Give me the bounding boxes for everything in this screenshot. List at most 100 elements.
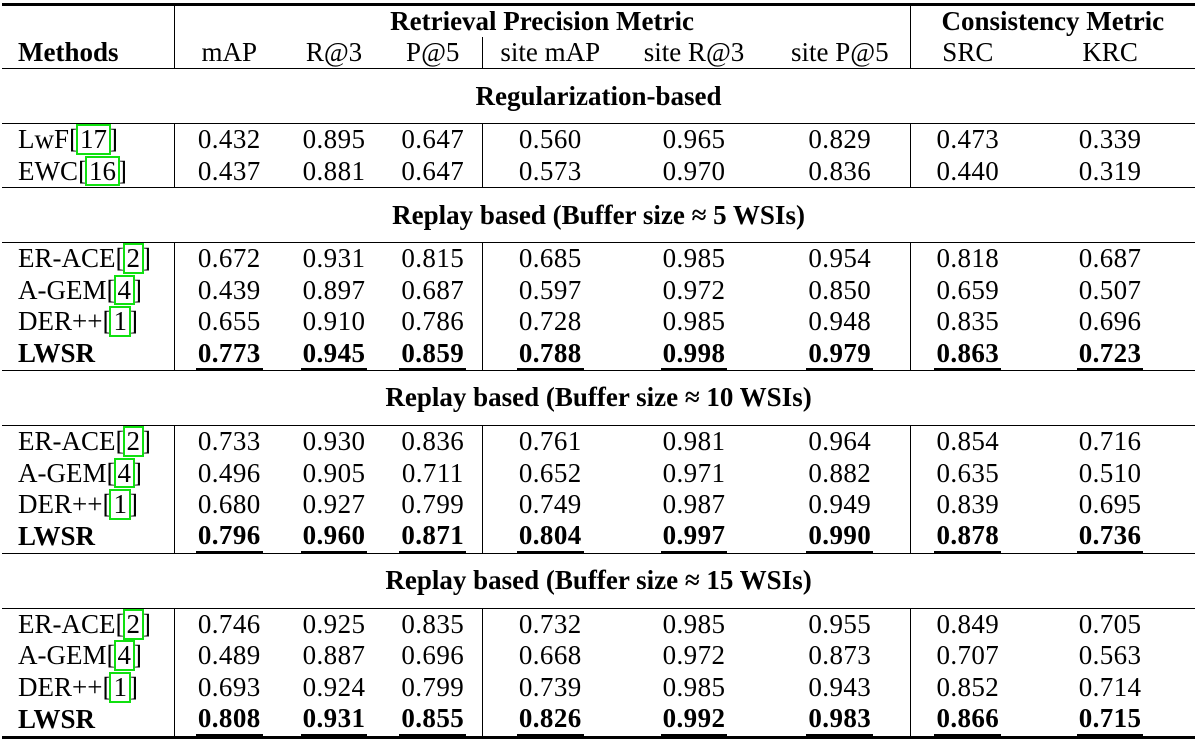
metric-value-cell: 0.489 [173, 640, 284, 672]
method-name: ER-ACE [18, 426, 116, 457]
metric-value: 0.668 [518, 640, 582, 671]
method-name: DER++ [18, 489, 103, 520]
metric-value-cell: 0.560 [481, 123, 618, 156]
metric-value-cell: 0.897 [284, 275, 384, 307]
citation-link[interactable]: 4 [113, 457, 135, 489]
metric-value: 0.854 [936, 426, 1000, 457]
metric-value: 0.749 [518, 489, 582, 520]
metric-value: 0.835 [936, 306, 1000, 337]
citation-link[interactable]: 2 [122, 426, 144, 457]
metric-value: 0.910 [302, 306, 366, 337]
metric-value-cell: 0.863 [909, 337, 1026, 371]
table-row: LwF[17] 0.432 0.895 0.647 0.560 0.965 0.829 0.4… [2, 123, 1195, 156]
group-header-consistency: Consistency Metric [909, 4, 1196, 37]
metric-value: 0.954 [808, 243, 872, 274]
metric-value: 0.972 [662, 640, 726, 671]
metric-value: 0.714 [1078, 671, 1142, 702]
metric-value-cell: 0.714 [1025, 672, 1195, 704]
metric-value: 0.680 [197, 489, 261, 520]
methods-column-header: Methods [18, 37, 119, 67]
metric-value-cell: 0.985 [618, 243, 770, 275]
table-row: A-GEM[4] 0.489 0.887 0.696 0.668 0.972 0.873 0.… [2, 640, 1195, 672]
metric-value: 0.945 [300, 338, 368, 370]
metric-value-cell: 0.849 [909, 608, 1026, 641]
metric-value-cell: 0.786 [384, 306, 482, 338]
metric-value-cell: 0.905 [284, 457, 384, 489]
metric-value-cell: 0.887 [284, 640, 384, 672]
col-header-src: SRC [909, 37, 1026, 69]
metric-value: 0.728 [518, 306, 582, 337]
metric-value-cell: 0.859 [384, 338, 482, 371]
method-name: LWSR [18, 338, 96, 369]
metric-value: 0.878 [934, 521, 1002, 553]
method-name: LWSR [18, 703, 96, 734]
citation-link[interactable]: 4 [113, 274, 135, 306]
metric-value: 0.432 [197, 124, 261, 155]
metric-value-cell: 0.972 [618, 640, 770, 672]
metric-value-cell: 0.948 [770, 306, 910, 338]
metric-value-cell: 0.943 [770, 672, 910, 704]
metric-value: 0.850 [808, 274, 872, 305]
metric-value: 0.796 [195, 521, 263, 553]
method-cell: ER-ACE[2] [18, 608, 151, 640]
metric-value: 0.804 [516, 521, 584, 553]
metric-value-cell: 0.829 [770, 124, 910, 156]
metric-value: 0.873 [808, 640, 872, 671]
metric-value: 0.672 [197, 243, 261, 274]
metric-value-cell: 0.696 [1025, 306, 1195, 338]
metric-value-cell: 0.597 [481, 274, 618, 306]
metric-value: 0.985 [662, 608, 726, 639]
method-cell: LWSR [2, 520, 174, 553]
metric-value-cell: 0.985 [618, 608, 770, 640]
col-header-krc: KRC [1082, 37, 1138, 67]
metric-value-cell: 0.715 [1025, 703, 1195, 737]
metric-value-cell: 0.835 [384, 608, 482, 640]
metric-value: 0.965 [662, 124, 726, 155]
method-cell: A-GEM[4] [18, 640, 142, 672]
metric-value: 0.635 [936, 457, 1000, 488]
metric-value: 0.496 [197, 457, 261, 488]
citation-link[interactable]: 2 [122, 608, 144, 640]
metric-value-cell: 0.647 [384, 156, 482, 188]
section-banner-label: Replay based (Buffer size ≈ 15 WSIs) [2, 552, 1196, 609]
method-name: DER++ [18, 671, 103, 702]
metric-value: 0.711 [401, 457, 464, 488]
citation-link[interactable]: 1 [109, 671, 131, 703]
metric-value-cell: 0.496 [173, 457, 284, 489]
metric-value-cell: 0.871 [384, 520, 482, 553]
metric-value-cell: 0.439 [173, 274, 284, 306]
section-banner-row: Replay based (Buffer size ≈ 15 WSIs) [2, 552, 1196, 609]
metric-value: 0.931 [302, 243, 366, 274]
method-cell: A-GEM[4] [18, 274, 142, 306]
method-cell: A-GEM[4] [18, 457, 142, 489]
section-banner-label: Replay based (Buffer size ≈ 10 WSIs) [2, 369, 1196, 426]
citation-link[interactable]: 4 [113, 640, 135, 672]
citation-link[interactable]: 1 [109, 306, 131, 337]
metric-value-cell: 0.955 [770, 608, 910, 640]
metric-value-cell: 0.736 [1025, 520, 1195, 553]
citation-link[interactable]: 1 [109, 489, 131, 520]
metric-value: 0.687 [401, 274, 465, 305]
metric-value: 0.981 [662, 426, 726, 457]
citation-link[interactable]: 16 [85, 155, 120, 187]
metric-value: 0.987 [662, 489, 726, 520]
metric-value: 0.835 [401, 608, 465, 639]
metric-value-cell: 0.839 [909, 488, 1026, 521]
metric-value-cell: 0.507 [1025, 275, 1195, 307]
metric-value: 0.339 [1078, 124, 1142, 155]
results-table-body: Regularization-based LwF[17] 0.432 0.895 0.6… [2, 68, 1196, 738]
metric-value: 0.815 [401, 243, 465, 274]
col-header-site-p5: site P@5 [790, 37, 889, 67]
metric-value-cell: 0.739 [481, 671, 618, 704]
metric-value-cell: 0.693 [173, 671, 284, 704]
metric-value: 0.852 [936, 671, 1000, 702]
metric-value: 0.964 [808, 426, 872, 457]
metric-value-cell: 0.733 [173, 425, 284, 458]
method-name: ER-ACE [18, 243, 116, 274]
metric-value: 0.489 [197, 640, 261, 671]
citation-link[interactable]: 2 [122, 243, 144, 274]
citation-link[interactable]: 17 [76, 124, 112, 155]
method-name: DER++ [18, 306, 103, 337]
header-columns-row: mAP R@3 P@5 site mAP site R@3 site P@5 S… [2, 37, 1196, 69]
metric-value: 0.647 [401, 124, 465, 155]
